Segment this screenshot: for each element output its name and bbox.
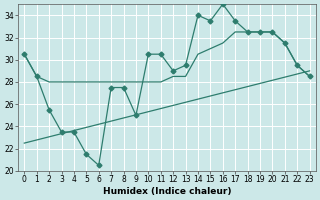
X-axis label: Humidex (Indice chaleur): Humidex (Indice chaleur) — [103, 187, 231, 196]
